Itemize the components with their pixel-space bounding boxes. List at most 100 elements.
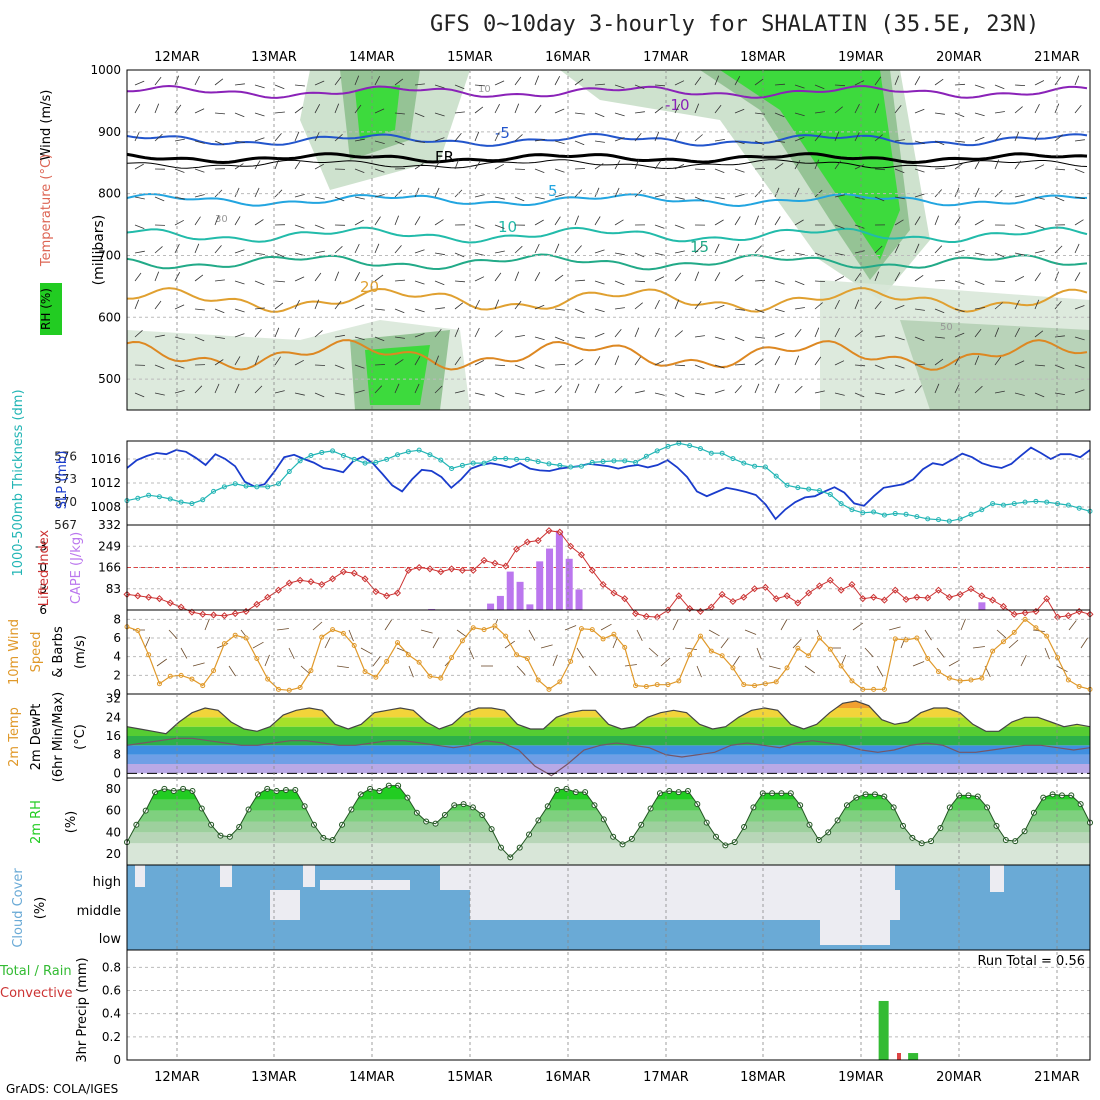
wind-barb <box>794 219 804 226</box>
wind-barb <box>534 336 545 341</box>
legend-rh: RH (%) <box>39 288 53 330</box>
slp-line <box>126 446 1091 521</box>
wind-barb <box>974 160 981 170</box>
wind-barb <box>734 363 746 366</box>
wind-barb <box>554 193 565 198</box>
wind-barb <box>814 252 825 258</box>
bottom-date-label: 14MAR <box>349 1070 395 1085</box>
wind-barb <box>754 358 764 366</box>
wind-barb <box>314 80 325 86</box>
wind-barb <box>274 356 281 366</box>
wind-barb <box>154 334 165 338</box>
wind-barb <box>694 335 705 338</box>
wind-barb <box>374 308 385 311</box>
wind-barb <box>854 364 866 367</box>
wind-barb <box>514 335 525 338</box>
wind-barb <box>1034 164 1045 170</box>
wind-barb <box>254 112 265 117</box>
wind-barb <box>314 163 324 170</box>
wind-barb <box>894 272 901 282</box>
wind-barb <box>414 163 424 170</box>
cloud-axis-label-2: (%) <box>33 897 48 920</box>
temp-tick: 24 <box>106 710 121 724</box>
rh-tick: 80 <box>106 782 121 796</box>
wind-barb <box>734 76 741 86</box>
wind-barb <box>234 163 244 170</box>
wind-barb <box>794 112 805 117</box>
wind-barb <box>1014 392 1025 396</box>
wind-barb <box>554 243 560 254</box>
wind-barb <box>154 364 165 369</box>
wind-barb <box>554 76 561 86</box>
temp-tick: 8 <box>113 748 121 762</box>
wind-barb <box>374 140 385 144</box>
wind-barb <box>374 168 385 173</box>
wind-barb <box>1054 301 1062 310</box>
legend-temperature: Temperature (°C) <box>39 154 54 267</box>
wind-barb <box>474 84 486 87</box>
wind-barb <box>534 364 545 369</box>
surface-wind-barb <box>1056 665 1068 673</box>
wind-barb <box>314 272 322 282</box>
wind-barb <box>994 390 1005 394</box>
wind-barb <box>834 327 840 338</box>
wind-barb <box>834 194 845 198</box>
wind-barb <box>1014 84 1026 86</box>
wind-barb <box>694 196 705 202</box>
wind-barb <box>1074 104 1082 114</box>
panel-frame-10m-wind <box>126 609 1091 695</box>
wind-barb <box>554 364 566 366</box>
wind-barb <box>714 364 725 369</box>
wind-barb <box>314 131 320 142</box>
wind-barb <box>954 356 961 366</box>
wind-barb <box>694 392 705 396</box>
wind-barb <box>934 245 943 254</box>
wind-barb <box>614 84 625 89</box>
surface-wind-barb <box>1080 637 1088 649</box>
surface-wind-barb <box>408 665 414 678</box>
cape-bar <box>546 548 554 610</box>
wind-barb <box>314 104 321 114</box>
li-tick: 3 <box>39 582 47 596</box>
rh-band-5 <box>127 788 1090 800</box>
cloud-level-low: low <box>99 932 122 947</box>
wind-barb <box>714 336 725 341</box>
wind-barb <box>834 224 845 229</box>
wind-barb <box>694 168 706 170</box>
bottom-date-label: 13MAR <box>251 1070 297 1085</box>
wind-barb <box>254 137 265 142</box>
wind-barb <box>534 104 542 114</box>
temp-band-0 <box>127 764 1090 774</box>
wind-barb <box>194 308 205 311</box>
wind-barb <box>214 279 225 282</box>
surface-wind-barb <box>192 662 205 667</box>
wind-barb <box>334 300 342 310</box>
wind-barb <box>574 245 582 254</box>
wind-barb <box>894 75 900 86</box>
wind-barb <box>414 280 425 285</box>
wind-barb <box>274 84 285 90</box>
wind-barb <box>934 78 944 86</box>
wind-barb <box>414 216 421 226</box>
wind-barb <box>174 104 182 114</box>
surface-wind-barb <box>264 654 270 667</box>
wind-barb <box>854 103 860 114</box>
surface-wind-barb <box>1068 620 1077 631</box>
cloud-clear-1 <box>220 865 232 887</box>
pressure-tick: 500 <box>98 372 121 386</box>
wind-barb <box>674 250 685 254</box>
top-date-label: 13MAR <box>251 50 297 65</box>
wind-barb <box>1054 76 1062 86</box>
surface-wind-barb <box>456 629 468 638</box>
wind-barb <box>474 194 485 198</box>
wind-barb <box>294 160 301 170</box>
wind-barb <box>374 216 381 226</box>
wind-barb <box>494 131 500 142</box>
wind-barb <box>494 196 505 200</box>
temp-band-3 <box>127 736 1090 746</box>
wind-barb <box>654 360 665 366</box>
wind-barb <box>814 159 820 170</box>
cape-bar <box>526 604 534 610</box>
wind-barb <box>474 131 480 142</box>
wind-barb <box>814 132 822 142</box>
